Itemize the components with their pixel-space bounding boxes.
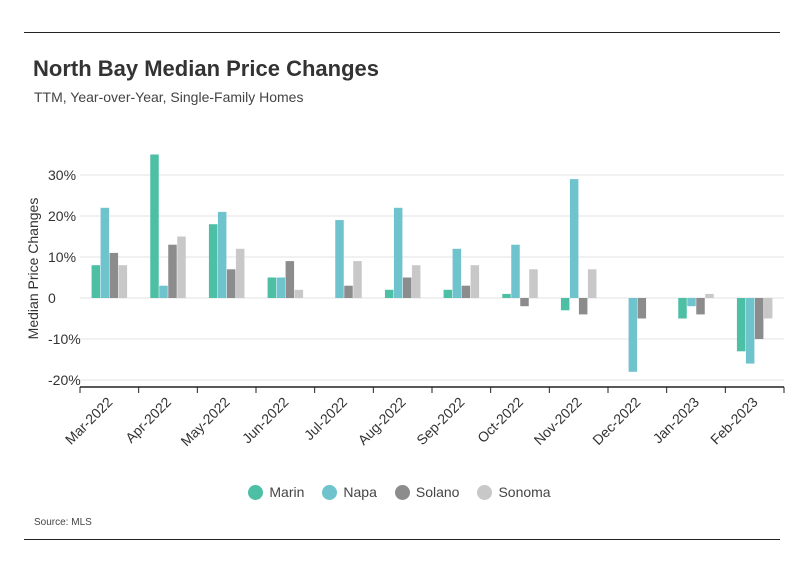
bar-sonoma-sep-2022 bbox=[470, 265, 480, 298]
page-title: North Bay Median Price Changes bbox=[33, 56, 379, 81]
bar-solano-dec-2022 bbox=[637, 298, 647, 319]
x-tick-label: Sep-2022 bbox=[413, 394, 467, 448]
bar-napa-feb-2023 bbox=[745, 298, 755, 364]
bar-sonoma-jul-2022 bbox=[353, 261, 362, 298]
x-tick-label: Jan-2023 bbox=[650, 394, 703, 447]
bar-marin-may-2022 bbox=[208, 224, 218, 298]
bar-napa-aug-2022 bbox=[393, 207, 403, 298]
bar-sonoma-jun-2022 bbox=[294, 289, 304, 298]
legend-marker bbox=[477, 484, 493, 500]
y-axis-title: Median Price Changes bbox=[25, 198, 41, 340]
legend-label: Sonoma bbox=[498, 484, 551, 500]
page-subtitle: TTM, Year-over-Year, Single-Family Homes bbox=[34, 89, 304, 105]
y-tick-label: -10% bbox=[48, 331, 81, 347]
bar-sonoma-may-2022 bbox=[235, 248, 245, 298]
bar-solano-jun-2022 bbox=[285, 261, 295, 298]
x-tick-label: Oct-2022 bbox=[474, 394, 526, 446]
bar-marin-jan-2023 bbox=[678, 298, 687, 319]
legend-marker bbox=[322, 484, 338, 500]
y-tick-label: 30% bbox=[48, 167, 76, 183]
bar-napa-jul-2022 bbox=[335, 220, 344, 298]
bar-napa-dec-2022 bbox=[628, 298, 638, 372]
x-tick-label: Apr-2022 bbox=[122, 394, 174, 446]
x-tick-label: Jul-2022 bbox=[301, 394, 350, 443]
x-tick-label: May-2022 bbox=[177, 394, 232, 449]
bar-solano-apr-2022 bbox=[168, 244, 177, 298]
bar-solano-aug-2022 bbox=[402, 277, 412, 298]
bar-napa-oct-2022 bbox=[511, 244, 520, 298]
legend-item-solano: Solano bbox=[394, 484, 460, 500]
bar-sonoma-apr-2022 bbox=[177, 236, 186, 298]
bar-marin-aug-2022 bbox=[384, 289, 394, 298]
y-tick-label: 20% bbox=[48, 208, 76, 224]
bar-marin-feb-2023 bbox=[736, 298, 746, 352]
legend-item-marin: Marin bbox=[248, 484, 304, 500]
top-rule bbox=[24, 32, 780, 33]
y-tick-label: 10% bbox=[48, 249, 76, 265]
x-tick-label: Feb-2023 bbox=[707, 394, 761, 448]
bar-sonoma-feb-2023 bbox=[763, 298, 773, 319]
bottom-rule bbox=[24, 539, 780, 540]
y-tick-label: 0 bbox=[48, 290, 56, 306]
bar-sonoma-oct-2022 bbox=[529, 269, 538, 298]
bar-solano-feb-2023 bbox=[754, 298, 764, 339]
bar-marin-mar-2022 bbox=[91, 265, 101, 298]
bar-napa-sep-2022 bbox=[452, 248, 462, 298]
legend-label: Marin bbox=[269, 484, 305, 500]
bar-napa-mar-2022 bbox=[100, 207, 110, 298]
legend-marker bbox=[248, 484, 264, 500]
legend-item-sonoma: Sonoma bbox=[477, 484, 551, 500]
bar-marin-nov-2022 bbox=[560, 298, 570, 311]
bar-marin-oct-2022 bbox=[502, 293, 511, 298]
legend-label: Solano bbox=[415, 484, 460, 500]
bar-napa-apr-2022 bbox=[159, 285, 168, 298]
bar-solano-jan-2023 bbox=[696, 298, 705, 315]
x-tick-label: Dec-2022 bbox=[589, 394, 643, 448]
bar-marin-apr-2022 bbox=[150, 154, 159, 298]
bar-sonoma-mar-2022 bbox=[118, 265, 128, 298]
legend-label: Napa bbox=[343, 484, 377, 500]
bar-solano-sep-2022 bbox=[461, 285, 471, 298]
legend-item-napa: Napa bbox=[322, 484, 377, 500]
legend-marker bbox=[394, 484, 410, 500]
bar-sonoma-nov-2022 bbox=[587, 269, 597, 298]
source-note: Source: MLS bbox=[34, 517, 92, 528]
bar-marin-jun-2022 bbox=[267, 277, 277, 298]
x-tick-label: Jun-2022 bbox=[239, 394, 292, 447]
bar-sonoma-aug-2022 bbox=[411, 265, 421, 298]
bar-solano-may-2022 bbox=[226, 269, 236, 298]
bar-solano-mar-2022 bbox=[109, 252, 119, 298]
bar-solano-oct-2022 bbox=[520, 298, 529, 307]
x-tick-label: Mar-2022 bbox=[62, 394, 116, 448]
x-tick-label: Aug-2022 bbox=[355, 394, 409, 448]
chart-legend: Marin Napa Solano Sonoma bbox=[0, 484, 799, 500]
bar-solano-jul-2022 bbox=[344, 285, 353, 298]
bar-napa-may-2022 bbox=[217, 211, 227, 298]
bar-sonoma-jan-2023 bbox=[705, 293, 714, 298]
x-tick-label: Nov-2022 bbox=[531, 394, 585, 448]
bar-marin-sep-2022 bbox=[443, 289, 453, 298]
bar-napa-nov-2022 bbox=[569, 179, 579, 298]
bar-napa-jun-2022 bbox=[276, 277, 286, 298]
bar-solano-nov-2022 bbox=[578, 298, 588, 315]
y-tick-label: -20% bbox=[48, 372, 81, 388]
bar-napa-jan-2023 bbox=[687, 298, 696, 307]
